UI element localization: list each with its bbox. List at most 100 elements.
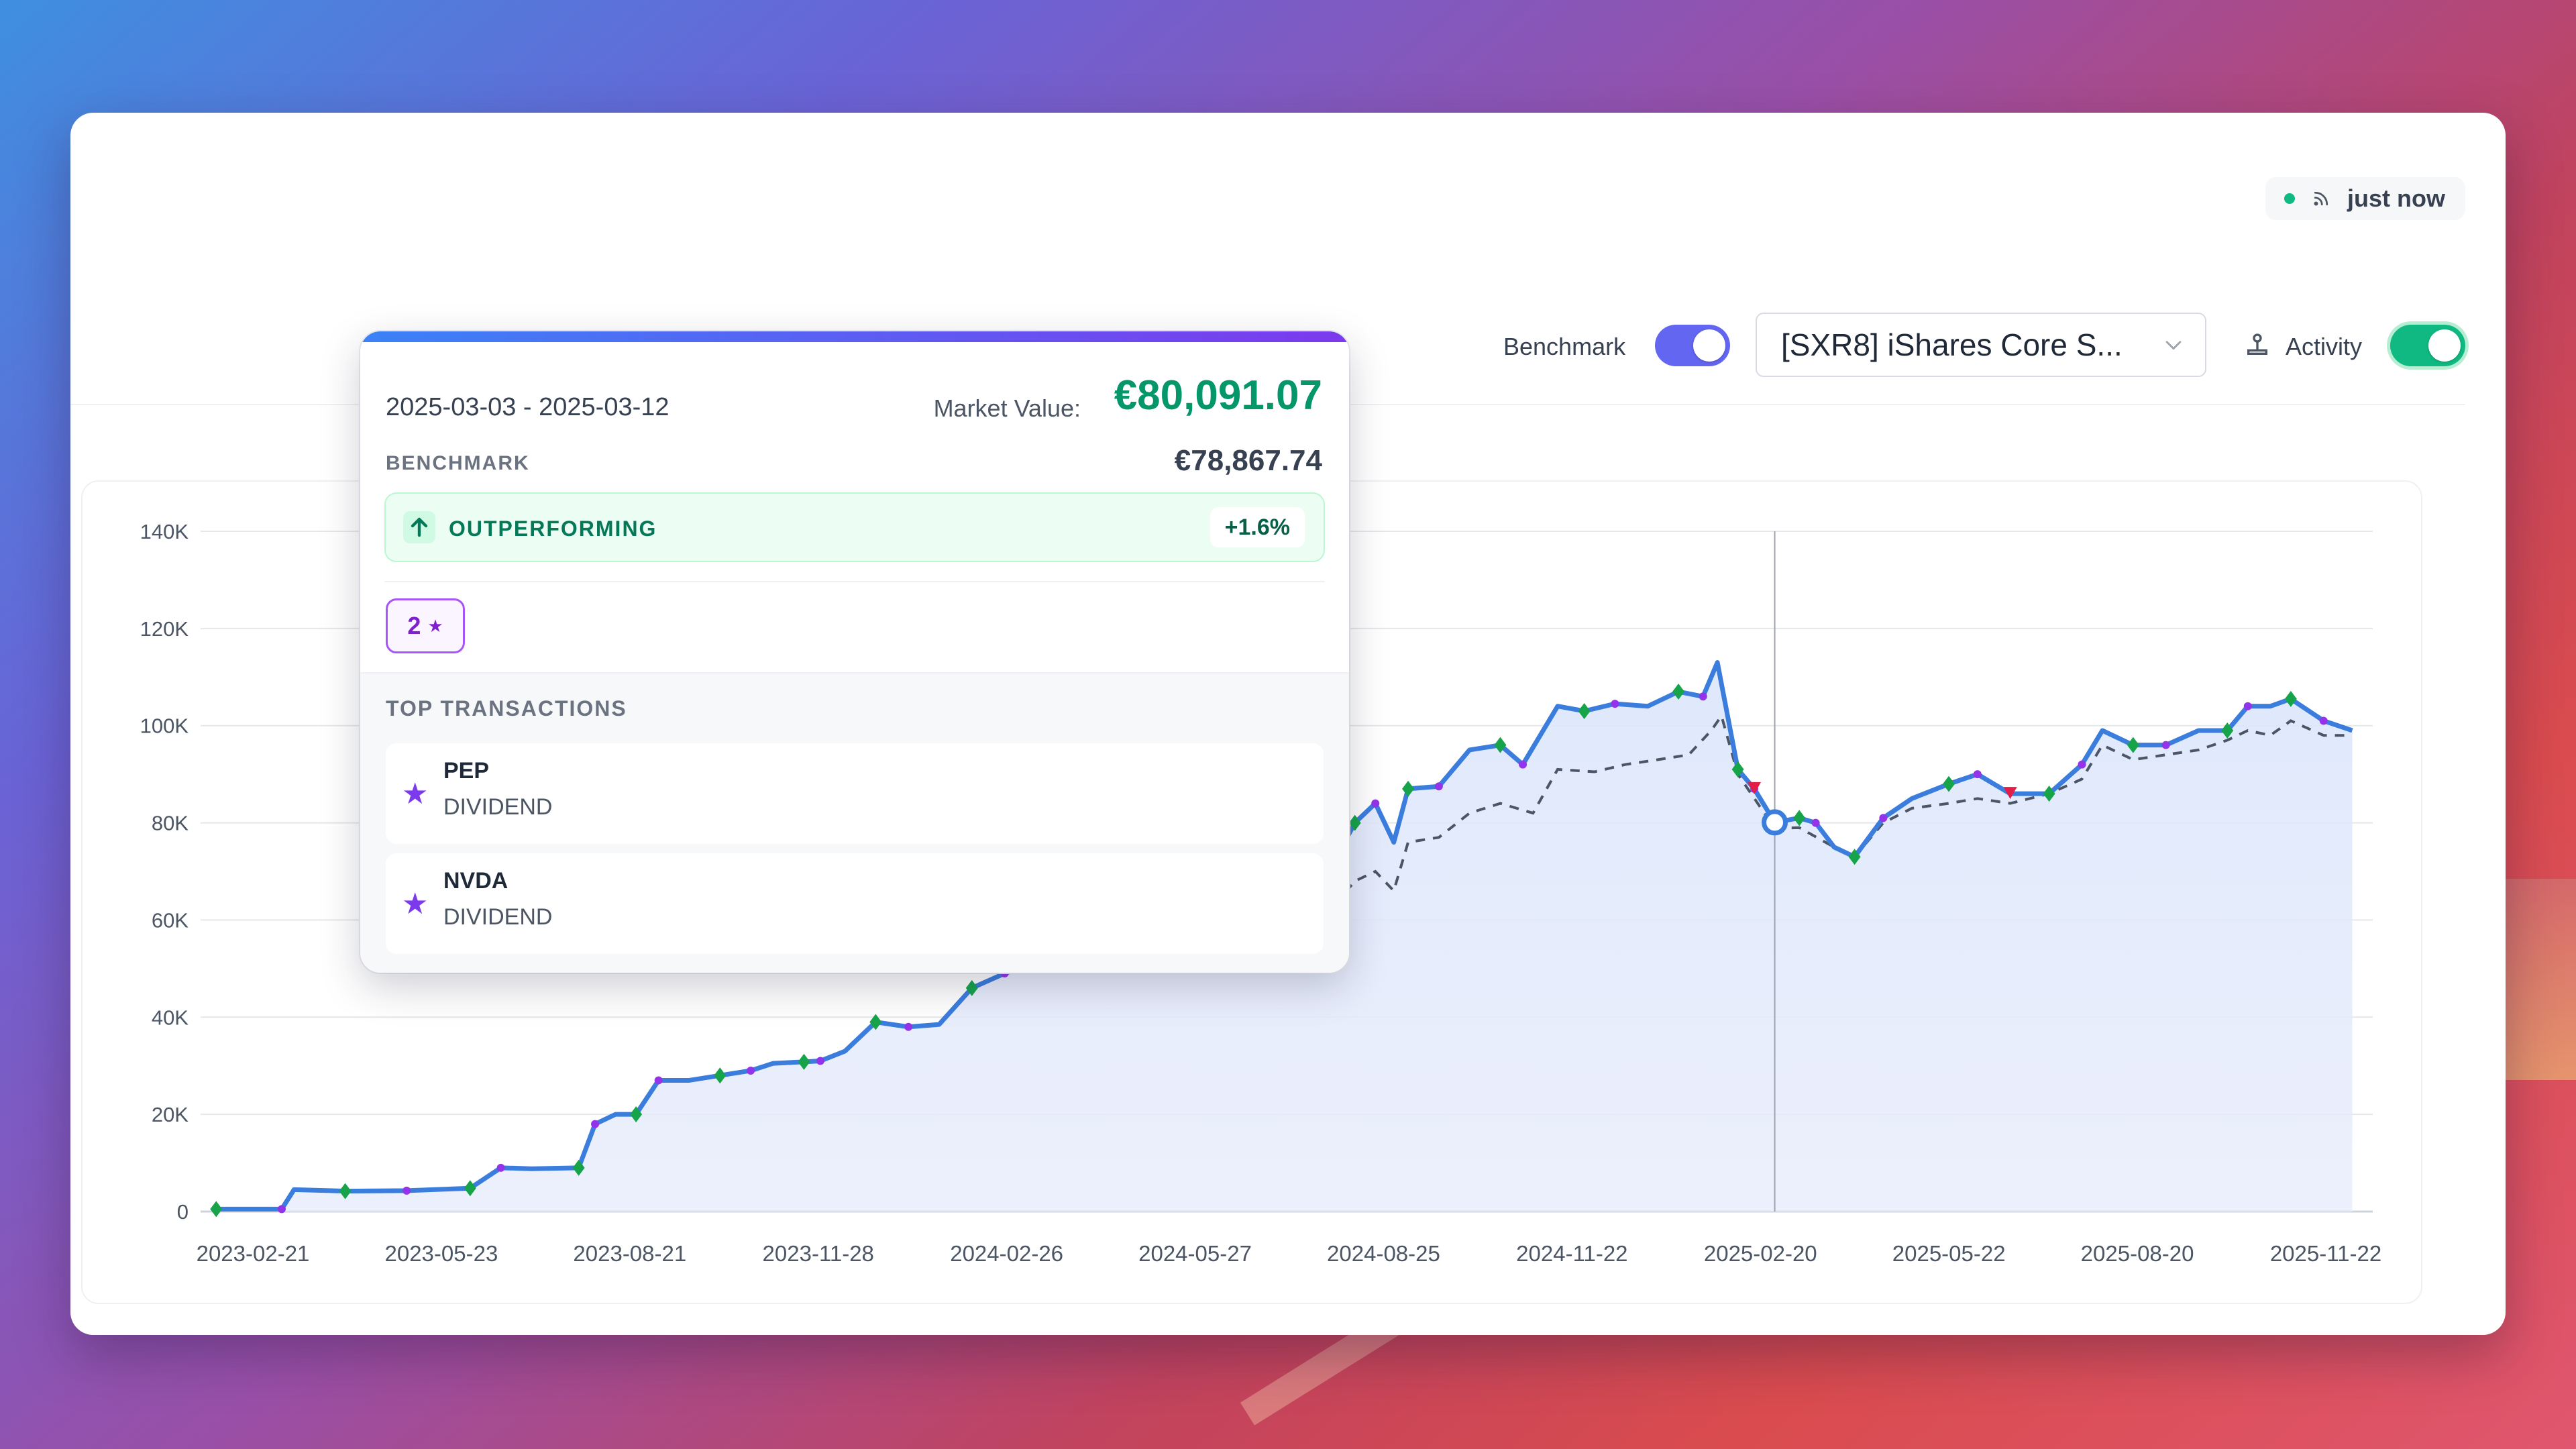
x-tick-label: 2025-11-22 xyxy=(2270,1241,2381,1266)
dividend-marker xyxy=(1699,692,1707,701)
star-icon: ★ xyxy=(427,615,443,636)
market-value-label: Market Value: xyxy=(933,394,1081,422)
dividend-marker xyxy=(747,1066,755,1075)
transaction-count-badge: 2 ★ xyxy=(386,598,465,653)
buy-marker xyxy=(464,1180,476,1197)
buy-marker xyxy=(798,1053,810,1070)
buy-marker xyxy=(714,1067,727,1084)
y-tick-label: 140K xyxy=(140,520,189,543)
chart-tooltip: 2025-03-03 - 2025-03-12 Market Value: €8… xyxy=(360,331,1349,973)
benchmark-select[interactable]: [SXR8] iShares Core S... xyxy=(1756,313,2206,377)
transaction-type: DIVIDEND xyxy=(443,794,553,820)
activity-label: Activity xyxy=(2286,333,2363,360)
buy-marker xyxy=(630,1106,643,1123)
transaction-item: ★ NVDA DIVIDEND xyxy=(386,853,1324,954)
status-text: just now xyxy=(2347,184,2445,212)
dividend-marker xyxy=(1519,760,1527,769)
x-tick-label: 2023-02-21 xyxy=(197,1241,310,1266)
badge-count: 2 xyxy=(407,612,421,639)
buy-marker xyxy=(869,1014,882,1030)
buy-marker xyxy=(1494,737,1507,753)
buy-marker xyxy=(1943,775,1955,792)
dividend-marker xyxy=(2078,760,2086,769)
dividend-marker xyxy=(496,1163,505,1172)
top-transactions-section: TOP TRANSACTIONS ★ PEP DIVIDEND ★ NVDA D… xyxy=(360,672,1349,973)
buy-marker xyxy=(2127,737,2139,753)
benchmark-toggle[interactable] xyxy=(1655,325,1730,366)
hover-point xyxy=(1762,809,1788,836)
tooltip-divider xyxy=(384,581,1325,582)
background-glow xyxy=(2496,879,2576,1080)
x-tick-label: 2024-08-25 xyxy=(1327,1241,1440,1266)
transaction-type: DIVIDEND xyxy=(443,904,553,930)
dividend-marker xyxy=(1811,818,1820,827)
toggle-knob xyxy=(2428,329,2461,362)
x-tick-label: 2025-08-20 xyxy=(2081,1241,2194,1266)
dividend-marker xyxy=(2319,716,2328,725)
x-tick-label: 2025-02-20 xyxy=(1704,1241,1817,1266)
buy-marker xyxy=(2221,722,2234,739)
sync-status: just now xyxy=(2265,177,2465,220)
buy-marker xyxy=(2284,690,2297,707)
performance-banner: OUTPERFORMING +1.6% xyxy=(384,492,1325,562)
dividend-marker xyxy=(591,1120,600,1128)
app-window: just now Benchmark [SXR8] iShares Core S… xyxy=(70,113,2506,1335)
y-tick-label: 80K xyxy=(152,812,189,835)
tooltip-date-range: 2025-03-03 - 2025-03-12 xyxy=(386,393,669,421)
performance-value: +1.6% xyxy=(1210,507,1305,547)
dividend-marker xyxy=(277,1205,286,1214)
chevron-down-icon xyxy=(2165,341,2182,350)
portfolio-line xyxy=(216,660,2353,1212)
dividend-marker xyxy=(1611,700,1619,708)
benchmark-heading: BENCHMARK xyxy=(386,452,530,474)
performance-label: OUTPERFORMING xyxy=(449,517,657,541)
joystick-icon xyxy=(2247,333,2267,355)
y-tick-label: 120K xyxy=(140,617,189,641)
toggle-knob xyxy=(1693,329,1725,362)
dividend-marker xyxy=(654,1076,663,1085)
status-dot xyxy=(2284,193,2295,204)
transaction-item: ★ PEP DIVIDEND xyxy=(386,743,1324,844)
transaction-symbol: NVDA xyxy=(443,868,508,894)
dividend-marker xyxy=(1371,799,1380,808)
buy-marker xyxy=(2043,786,2055,802)
buy-marker xyxy=(965,979,978,996)
star-icon: ★ xyxy=(402,777,429,810)
dividend-marker xyxy=(2161,741,2170,749)
dividend-marker xyxy=(2243,702,2252,710)
y-tick-label: 40K xyxy=(152,1006,189,1029)
y-tick-label: 0 xyxy=(177,1200,189,1224)
rss-icon xyxy=(2314,191,2328,206)
benchmark-select-value: [SXR8] iShares Core S... xyxy=(1781,327,2123,362)
y-tick-label: 20K xyxy=(152,1103,189,1126)
transaction-symbol: PEP xyxy=(443,758,490,784)
dividend-marker xyxy=(904,1022,913,1031)
dividend-marker xyxy=(1434,782,1443,791)
dividend-marker xyxy=(1973,770,1982,779)
dividend-marker xyxy=(816,1057,824,1065)
buy-marker xyxy=(1793,810,1806,826)
benchmark-label: Benchmark xyxy=(1503,333,1626,360)
x-tick-label: 2024-11-22 xyxy=(1516,1241,1627,1266)
buy-marker xyxy=(1848,849,1861,865)
activity-toggle[interactable] xyxy=(2390,325,2465,366)
top-transactions-heading: TOP TRANSACTIONS xyxy=(386,696,627,720)
x-tick-label: 2024-02-26 xyxy=(950,1241,1063,1266)
x-tick-label: 2024-05-27 xyxy=(1138,1241,1252,1266)
dividend-marker xyxy=(1879,814,1888,822)
y-tick-label: 100K xyxy=(140,714,189,738)
buy-marker xyxy=(339,1183,352,1199)
benchmark-line xyxy=(1333,712,2353,906)
tooltip-accent-bar xyxy=(360,331,1349,342)
x-tick-label: 2023-11-28 xyxy=(763,1241,874,1266)
buy-marker xyxy=(1348,814,1361,831)
market-value: €80,091.07 xyxy=(1114,372,1322,419)
buy-marker xyxy=(572,1159,585,1176)
x-tick-label: 2023-08-21 xyxy=(573,1241,686,1266)
dividend-marker xyxy=(402,1186,411,1195)
sell-marker xyxy=(1748,782,1762,794)
buy-marker xyxy=(210,1201,223,1218)
star-icon: ★ xyxy=(402,888,429,920)
buy-marker xyxy=(1672,684,1685,700)
benchmark-value: €78,867.74 xyxy=(1174,444,1322,477)
